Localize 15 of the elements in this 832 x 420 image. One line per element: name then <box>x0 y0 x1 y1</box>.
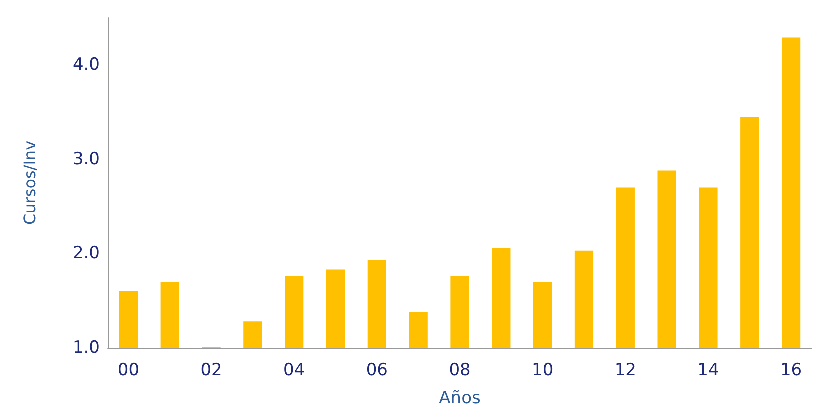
x-tick-label: 02 <box>200 360 222 380</box>
x-tick-label: 10 <box>532 360 554 380</box>
x-tick-label: 14 <box>698 360 720 380</box>
y-tick-label: 1.0 <box>72 338 100 358</box>
y-tick-label: 4.0 <box>72 55 100 76</box>
x-tick-label: 06 <box>366 360 388 380</box>
x-tick-label: 08 <box>449 360 471 380</box>
x-tick-label: 00 <box>118 360 140 380</box>
y-tick-label: 3.0 <box>72 149 100 170</box>
y-tick-label: 2.0 <box>72 244 100 264</box>
x-axis-title: Años <box>439 388 481 408</box>
x-tick-label: 12 <box>614 360 636 380</box>
y-axis-title: Cursos/Inv <box>20 140 40 226</box>
x-tick-label: 16 <box>780 360 802 380</box>
x-tick-label: 04 <box>284 360 306 380</box>
